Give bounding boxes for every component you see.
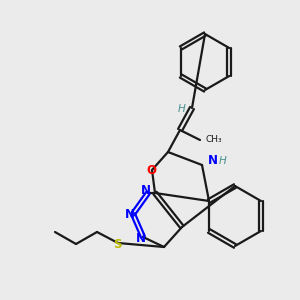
Text: H: H bbox=[219, 156, 227, 166]
Text: O: O bbox=[146, 164, 156, 178]
Text: H: H bbox=[178, 104, 186, 114]
Text: N: N bbox=[125, 208, 135, 221]
Text: N: N bbox=[136, 232, 146, 245]
Text: N: N bbox=[208, 154, 218, 167]
Text: N: N bbox=[141, 184, 151, 196]
Text: S: S bbox=[113, 238, 121, 250]
Text: CH₃: CH₃ bbox=[206, 136, 222, 145]
